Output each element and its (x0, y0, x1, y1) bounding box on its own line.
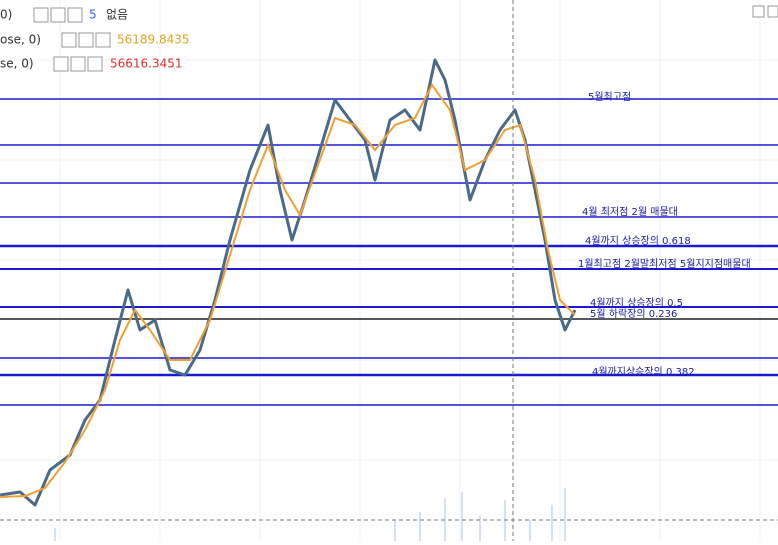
indicator-value: 5 (89, 8, 97, 22)
volume-bars (54, 488, 566, 541)
level-label: 4월까지 상승장의 0.5 (590, 297, 683, 309)
close-button[interactable] (87, 56, 103, 72)
indicator-name: 0) (0, 8, 12, 22)
window-button[interactable] (767, 5, 778, 18)
settings-button[interactable] (50, 7, 66, 23)
settings-button[interactable] (78, 32, 94, 48)
legend-row: 0) 5 없음 (0, 7, 128, 23)
level-label: 4월 최저점 2월 매물대 (582, 206, 678, 218)
level-label: 5월 하락장의 0.236 (590, 307, 677, 320)
legend-row: se, 0) 56616.3451 (0, 56, 183, 72)
legend-row: ose, 0) 56189.8435 (0, 32, 190, 48)
indicator-value: 56616.3451 (110, 57, 183, 71)
settings-button[interactable] (70, 56, 86, 72)
level-label: 4월까지 상승장의 0.618 (585, 235, 691, 247)
level-lines (0, 98, 778, 406)
eye-button[interactable] (33, 7, 49, 23)
level-label: 4월까지상승장의 0.382 (592, 366, 695, 378)
indicator-value: 56189.8435 (117, 33, 190, 47)
eye-button[interactable] (61, 32, 77, 48)
window-button[interactable] (752, 5, 765, 18)
indicator-name: se, 0) (0, 57, 34, 71)
indicator-extra: 없음 (106, 8, 128, 22)
close-button[interactable] (67, 7, 83, 23)
indicator-name: ose, 0) (0, 33, 41, 47)
level-label: 1월최고점 2월말최저점 5월지지점매물대 (578, 258, 751, 270)
close-button[interactable] (95, 32, 111, 48)
level-label: 5월최고점 (588, 91, 631, 103)
eye-button[interactable] (53, 56, 69, 72)
moving-average (0, 83, 576, 498)
price-candles (0, 58, 577, 507)
